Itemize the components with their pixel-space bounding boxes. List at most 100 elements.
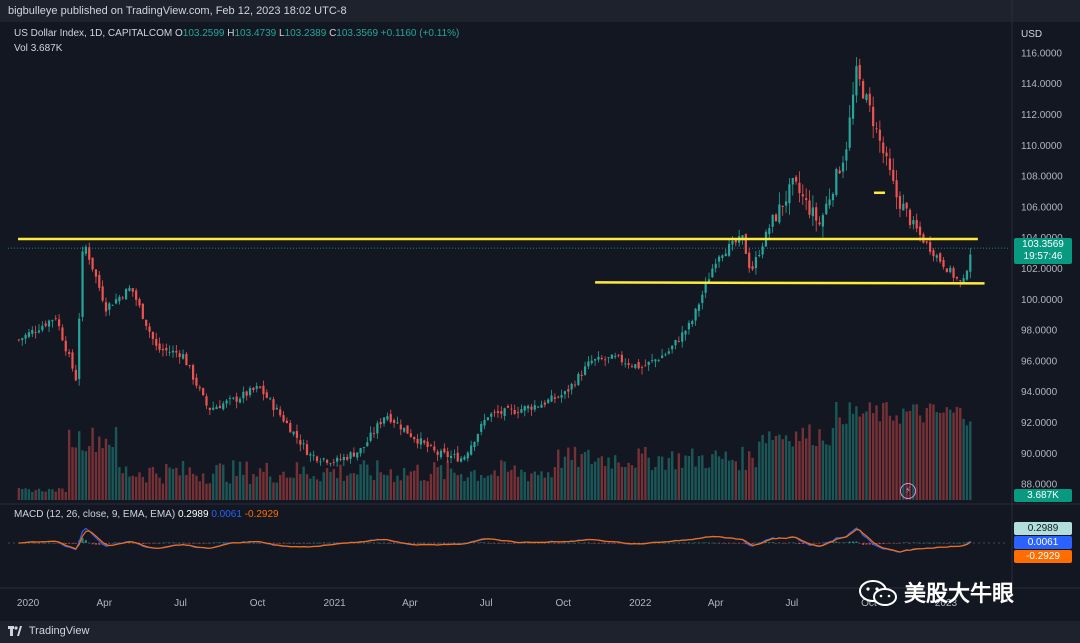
macd-histogram-bar (898, 543, 901, 544)
candle-body (47, 320, 51, 327)
candle-body (282, 415, 285, 422)
volume-bar (17, 488, 21, 500)
candle-body (667, 351, 670, 354)
last-price: 103.3569 (1022, 239, 1064, 250)
macd-histogram-bar (31, 542, 34, 544)
macd-histogram-bar (835, 541, 838, 543)
open-value: 103.2599 (182, 28, 225, 39)
volume-bar (969, 421, 972, 500)
volume-bar (476, 480, 480, 500)
volume-bar (533, 471, 537, 500)
candle-body (674, 339, 677, 346)
volume-bar (423, 480, 426, 500)
candle-body (791, 178, 794, 185)
close-value: 103.3569 (336, 28, 379, 39)
candle-body (895, 180, 898, 198)
candle-body (449, 455, 453, 458)
candle-body (41, 325, 44, 331)
volume-bar (392, 481, 396, 500)
macd-histogram-bar (376, 542, 379, 544)
macd-histogram-bar (878, 543, 881, 545)
macd-histogram-bar (171, 542, 174, 544)
macd-histogram-bar (560, 543, 563, 544)
volume-bar (366, 464, 369, 500)
candle-body (356, 452, 359, 458)
macd-histogram-bar (681, 542, 684, 544)
volume-bar (851, 413, 855, 500)
symbol-label[interactable]: US Dollar Index, 1D, CAPITALCOM (14, 28, 173, 39)
macd-histogram-bar (255, 542, 258, 544)
y-tick-label: 116.0000 (1021, 48, 1062, 59)
macd-histogram-bar (322, 542, 325, 544)
candle-body (704, 282, 707, 293)
macd-histogram-bar (543, 543, 546, 544)
candle-body (657, 359, 660, 361)
macd-histogram-bar (252, 542, 255, 544)
macd-histogram-bar (801, 543, 804, 545)
macd-histogram-bar (909, 543, 912, 544)
footer-brand[interactable]: TradingView (28, 625, 90, 637)
bar-countdown: 19:57:46 (1023, 251, 1063, 262)
volume-bar (443, 479, 446, 500)
candle-body (795, 176, 798, 182)
candle-body (614, 355, 617, 358)
volume-bar (268, 476, 272, 500)
candle-body (161, 348, 165, 351)
macd-histogram-bar (704, 542, 707, 544)
volume-bar (319, 481, 322, 500)
candle-body (630, 366, 634, 367)
macd-histogram-bar (547, 542, 550, 544)
high-label: H (227, 28, 235, 39)
volume-bar (335, 478, 339, 500)
volume-bar (359, 464, 362, 500)
volume-bar (292, 477, 295, 500)
candle-body (506, 406, 510, 408)
volume-bar (27, 489, 31, 500)
macd-histogram-bar (439, 542, 442, 544)
volume-bar (44, 491, 47, 500)
candle-body (845, 149, 848, 161)
macd-histogram-bar (41, 542, 44, 544)
macd-histogram-bar (81, 538, 84, 543)
macd-histogram-bar (955, 542, 958, 544)
volume-bar (955, 406, 959, 500)
volume-bar (295, 462, 299, 500)
macd-histogram-bar (557, 543, 560, 544)
macd-histogram-bar (902, 542, 905, 544)
volume-bar (376, 460, 379, 500)
candle-body (778, 204, 781, 223)
candle-body (392, 420, 396, 423)
candle-body (835, 169, 838, 195)
macd-histogram-bar (131, 543, 134, 544)
macd-histogram-bar (48, 542, 51, 544)
candle-body (470, 445, 473, 455)
candle-body (37, 330, 41, 333)
y-tick-label: 108.0000 (1021, 172, 1063, 183)
volume-bar (607, 457, 610, 500)
macd-histogram-bar (935, 542, 938, 544)
volume-bar (928, 403, 932, 500)
volume-bar (932, 404, 935, 500)
volume-bar (486, 475, 490, 500)
price-chart[interactable]: 116.0000 114.0000 112.0000 110.0000 108.0000… (0, 0, 1080, 622)
candle-body (553, 397, 557, 399)
macd-histogram-bar (570, 542, 573, 544)
macd-histogram-bar (245, 542, 248, 544)
candle-body (433, 446, 436, 451)
macd-histogram-bar (664, 542, 667, 544)
candle-body (181, 354, 185, 359)
macd-histogram-bar (218, 542, 221, 544)
tradingview-logo-icon (8, 626, 22, 637)
volume-bar (577, 466, 580, 500)
macd-histogram-bar (198, 543, 201, 544)
candle-body (346, 456, 349, 460)
macd-histogram-bar (486, 542, 489, 544)
lightning-icon[interactable]: ⚡ (900, 483, 916, 499)
volume-bar (332, 469, 335, 500)
chart-area[interactable] (0, 22, 1080, 622)
candle-body (600, 358, 603, 360)
candle-body (386, 416, 389, 420)
macd-name[interactable]: MACD (12, 26, close, 9, EMA, EMA) (14, 509, 176, 520)
volume-legend: Vol 3.687K (14, 43, 62, 54)
candle-body (952, 268, 955, 278)
